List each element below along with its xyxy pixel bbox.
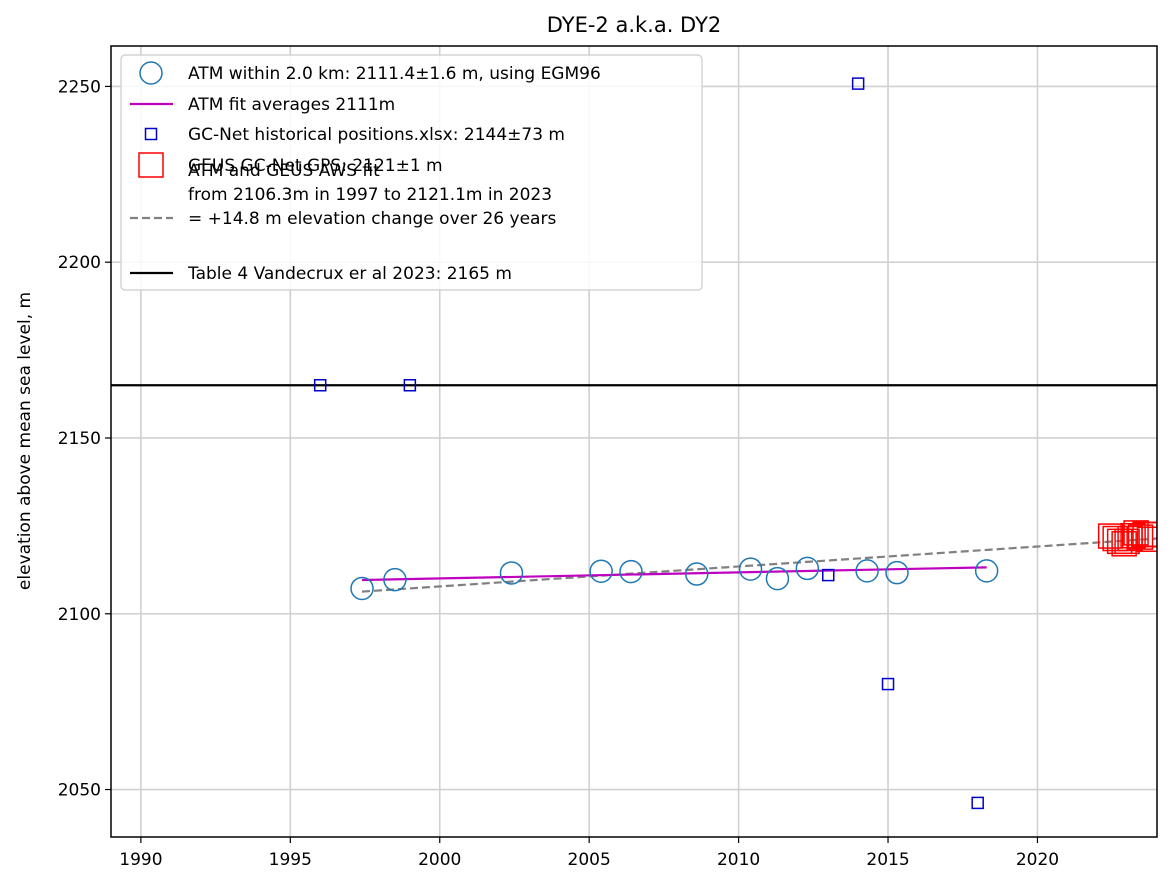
- axes: 1990 1995 2000 2005 2010 2015 2020 2050 2100 2150…: [58, 45, 1158, 870]
- legend-marker: [138, 152, 164, 178]
- atm-point: [974, 559, 999, 583]
- geus-gps-point: [1097, 523, 1124, 549]
- combined-fit-line: [361, 537, 1157, 593]
- legend-label-line: GEUS GC-Net GPS: 2121±1 m: [188, 156, 443, 176]
- x-tick-label: 2020: [1016, 850, 1059, 870]
- legend-label: GC-Net historical positions.xlsx: 2144±7…: [188, 125, 565, 145]
- atm-fit-line: [362, 566, 987, 582]
- geus-gps-point: [1136, 526, 1157, 552]
- legend: ATM within 2.0 km: 2111.4±1.6 m, using E…: [120, 54, 703, 291]
- geus-gps-point: [1141, 521, 1157, 548]
- y-tick-label: 2250: [58, 77, 101, 97]
- atm-point: [855, 559, 879, 583]
- legend-label: GEUS GC-Net GPS: 2121±1 m: [188, 156, 443, 176]
- x-tick-label: 2010: [717, 850, 760, 870]
- gcnet-point: [313, 379, 327, 392]
- atm-point: [589, 559, 613, 583]
- gcnet-point: [851, 77, 865, 90]
- gcnet-point: [822, 568, 835, 582]
- legend-label: ATM within 2.0 km: 2111.4±1.6 m, using E…: [188, 64, 601, 84]
- gcnet-point: [881, 677, 895, 691]
- geus-gps-point: [1127, 524, 1154, 550]
- atm-point: [685, 562, 709, 586]
- legend-box: [120, 54, 703, 291]
- atm-point: [383, 567, 407, 592]
- legend-label: ATM and GEUS AWS fit from 2106.3m in 1997…: [188, 161, 556, 229]
- y-tick-label: 2050: [58, 781, 101, 801]
- y-axis-label: elevation above mean sea level, m: [15, 292, 35, 590]
- geus-gps-point: [1114, 528, 1140, 555]
- atm-point: [795, 556, 820, 581]
- x-tick-label: 2005: [568, 850, 611, 870]
- legend-label-line: ATM within 2.0 km: 2111.4±1.6 m, using E…: [188, 64, 601, 84]
- x-tick-label: 1995: [269, 850, 312, 870]
- legend-marker: [139, 61, 163, 85]
- atm-point: [885, 560, 909, 585]
- plot-area: [111, 77, 1157, 810]
- x-tick-label: 2000: [418, 850, 461, 870]
- legend-label-line: from 2106.3m in 1997 to 2121.1m in 2023: [188, 185, 552, 205]
- gcnet-point: [403, 379, 417, 392]
- y-tick-label: 2200: [58, 253, 101, 273]
- chart-title: DYE-2 a.k.a. DY2: [547, 13, 722, 37]
- axes-frame: [110, 45, 1158, 838]
- atm-point: [619, 559, 643, 584]
- legend-label: Table 4 Vandecrux er al 2023: 2165 m: [187, 264, 512, 284]
- legend-label-line: ATM fit averages 2111m: [188, 95, 395, 115]
- geus-gps-point: [1123, 520, 1149, 546]
- legend-label-line: GC-Net historical positions.xlsx: 2144±7…: [188, 125, 565, 145]
- legend-label-line: = +14.8 m elevation change over 26 years: [188, 209, 556, 229]
- atm-point: [499, 561, 524, 585]
- atm-point: [765, 566, 790, 591]
- atm-point: [350, 576, 374, 601]
- y-tick-label: 2100: [58, 605, 101, 625]
- x-tick-label: 2015: [866, 850, 909, 870]
- atm-point: [738, 557, 763, 581]
- x-tick-label: 1990: [119, 850, 162, 870]
- legend-label-line: ATM and GEUS AWS fit: [188, 161, 380, 181]
- y-tick-label: 2150: [58, 429, 101, 449]
- legend-label: ATM fit averages 2111m: [188, 95, 395, 115]
- gcnet-point: [971, 796, 984, 810]
- legend-marker: [144, 127, 158, 141]
- legend-label-line: Table 4 Vandecrux er al 2023: 2165 m: [187, 264, 512, 284]
